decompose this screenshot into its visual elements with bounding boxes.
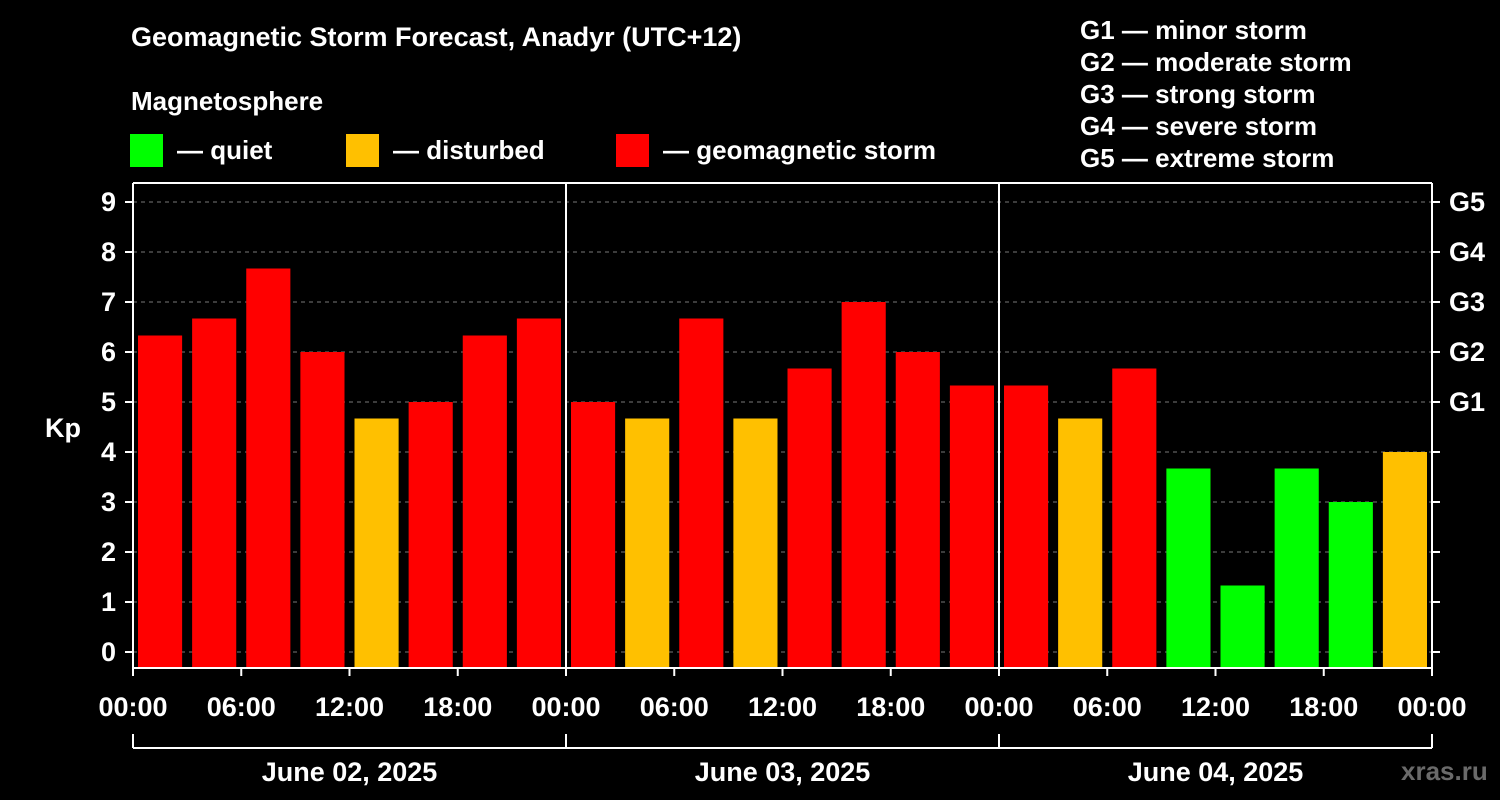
kp-bar — [1112, 368, 1157, 668]
g-scale-label: G3 — [1449, 287, 1485, 317]
legend-swatch-storm — [616, 133, 649, 167]
kp-bar — [516, 318, 561, 668]
g-scale-label: G2 — [1449, 337, 1485, 367]
y-tick-label: 4 — [101, 437, 116, 467]
kp-bar — [733, 418, 778, 668]
x-tick-label: 06:00 — [640, 692, 709, 722]
kp-bar — [679, 318, 724, 668]
legend-quiet: — quiet — [130, 133, 272, 167]
kp-bar — [895, 352, 940, 668]
g-level-g5: G5 — extreme storm — [1080, 143, 1335, 173]
kp-bar — [354, 418, 399, 668]
kp-bar — [246, 268, 291, 668]
kp-bar — [462, 335, 507, 668]
x-tick-label: 06:00 — [207, 692, 276, 722]
g-level-g4: G4 — severe storm — [1080, 111, 1318, 141]
y-tick-label: 0 — [101, 637, 116, 667]
y-tick-label: 7 — [101, 287, 116, 317]
g-scale-label: G1 — [1449, 387, 1485, 417]
day-label: June 03, 2025 — [695, 757, 871, 787]
y-axis-label: Kp — [45, 413, 81, 443]
kp-bar — [138, 335, 183, 668]
y-tick-label: 3 — [101, 487, 116, 517]
y-tick-label: 1 — [101, 587, 116, 617]
x-tick-label: 00:00 — [531, 692, 600, 722]
kp-bar — [571, 402, 616, 668]
watermark: xras.ru — [1401, 756, 1488, 786]
x-tick-label: 12:00 — [315, 692, 384, 722]
day-label: June 04, 2025 — [1128, 757, 1304, 787]
kp-bar — [949, 385, 994, 668]
g-scale-label: G4 — [1449, 237, 1485, 267]
kp-bar — [1382, 452, 1427, 668]
y-tick-label: 6 — [101, 337, 116, 367]
x-tick-label: 18:00 — [1289, 692, 1358, 722]
kp-bar — [1004, 385, 1049, 668]
kp-bar — [625, 418, 670, 668]
y-tick-label: 2 — [101, 537, 116, 567]
x-tick-label: 00:00 — [964, 692, 1033, 722]
kp-bar — [408, 402, 453, 668]
y-tick-label: 8 — [101, 237, 116, 267]
x-tick-label: 00:00 — [98, 692, 167, 722]
y-tick-label: 5 — [101, 387, 116, 417]
x-tick-label: 00:00 — [1397, 692, 1466, 722]
chart-title: Geomagnetic Storm Forecast, Anadyr (UTC+… — [131, 22, 742, 52]
legend-swatch-quiet — [130, 133, 163, 167]
y-tick-label: 9 — [101, 187, 116, 217]
g-level-legend: G1 — minor storm G2 — moderate storm G3 … — [1080, 14, 1352, 174]
kp-bar — [787, 368, 832, 668]
kp-bar — [1058, 418, 1103, 668]
kp-bar — [1328, 502, 1373, 668]
x-tick-label: 18:00 — [856, 692, 925, 722]
kp-bar — [300, 352, 345, 668]
kp-bar — [1274, 468, 1319, 668]
x-tick-label: 06:00 — [1073, 692, 1142, 722]
g-level-g2: G2 — moderate storm — [1080, 47, 1352, 77]
g-scale-label: G5 — [1449, 187, 1485, 217]
day-label: June 02, 2025 — [262, 757, 438, 787]
legend-disturbed: — disturbed — [346, 133, 545, 167]
x-tick-label: 18:00 — [423, 692, 492, 722]
kp-bar — [841, 302, 886, 668]
legend-swatch-disturbed — [346, 133, 379, 167]
legend-storm: — geomagnetic storm — [616, 133, 936, 167]
kp-bar — [192, 318, 237, 668]
kp-bar — [1166, 468, 1211, 668]
g-level-g1: G1 — minor storm — [1080, 15, 1307, 45]
x-tick-label: 12:00 — [1181, 692, 1250, 722]
g-level-g3: G3 — strong storm — [1080, 79, 1316, 109]
legend-label-storm: — geomagnetic storm — [663, 134, 937, 165]
legend-label-quiet: — quiet — [177, 134, 273, 165]
legend-label-disturbed: — disturbed — [393, 134, 545, 165]
legend-subtitle: Magnetosphere — [131, 86, 324, 116]
x-tick-label: 12:00 — [748, 692, 817, 722]
kp-bar — [1220, 585, 1265, 668]
